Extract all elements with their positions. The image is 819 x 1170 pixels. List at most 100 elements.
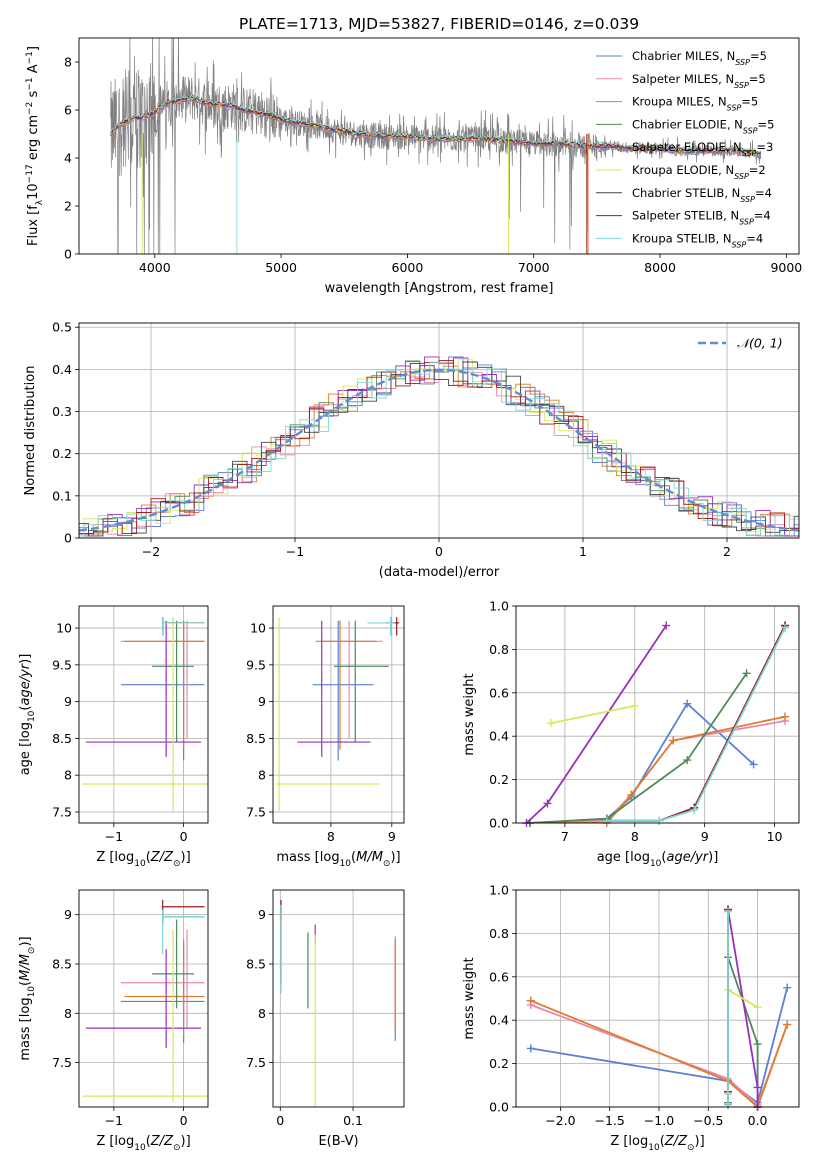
residual-hist-chabrier_stelib: [79, 361, 799, 537]
mass_vs_Z-ylabel: mass [log10(M/M⊙)]: [18, 936, 37, 1060]
age_vs_mass-xtick-label: 8: [327, 829, 335, 844]
legend-label-salpeter_miles: Salpeter MILES, NSSP=5: [632, 72, 766, 90]
residuals-xtick-label: −1: [286, 544, 304, 559]
weight_vs_Z-ytick-label: 0.2: [489, 1056, 509, 1071]
spectrum-ytick-label: 8: [64, 55, 72, 70]
residuals-ylabel: Normed distribution: [23, 366, 38, 496]
weight_vs_Z-xtick-label: 0.0: [748, 1113, 768, 1128]
mass_vs_Z-ytick-label: 7.5: [52, 1055, 72, 1070]
weight_vs_age-xtick-label: 7: [561, 829, 569, 844]
weight_vs_age-xtick-label: 10: [767, 829, 783, 844]
legend-label-normal: 𝒩(0, 1): [737, 336, 783, 351]
weight_vs_Z-frame: [515, 889, 800, 1108]
weight_vs_age-ytick-label: 0.6: [489, 685, 509, 700]
age_vs_mass-ytick-label: 8: [258, 768, 266, 783]
weight_vs_Z-marker-salpeter_elodie: [753, 1083, 762, 1092]
spectrum-xtick-label: 6000: [392, 260, 424, 275]
weight_vs_Z-marker-kroupa_stelib: [724, 907, 733, 916]
age_vs_Z-xtick-label: −1: [105, 829, 123, 844]
age_vs_Z-ytick-label: 9.5: [52, 657, 72, 672]
weight_vs_age-line-kroupa_stelib: [606, 627, 786, 822]
legend-label-chabrier_miles: Chabrier MILES, NSSP=5: [632, 49, 767, 67]
mass_vs_Z-frame: [78, 889, 209, 1108]
mass_vs_Z-ytick-label: 8.5: [52, 956, 72, 971]
spectrum-ytick-label: 4: [64, 151, 72, 166]
residuals-legend: 𝒩(0, 1): [698, 336, 783, 351]
weight_vs_age-marker-chabrier_elodie: [683, 756, 692, 765]
legend-label-chabrier_stelib: Chabrier STELIB, NSSP=4: [632, 186, 772, 204]
spectrum-xlabel: wavelength [Angstrom, rest frame]: [325, 281, 554, 296]
weight_vs_Z-ytick-label: 0.8: [489, 926, 509, 941]
weight_vs_age-xtick-label: 8: [631, 829, 639, 844]
residuals-xtick-label: 0: [435, 544, 443, 559]
spectrum-xtick-label: 9000: [770, 260, 802, 275]
weight_vs_age-marker-kroupa_miles: [669, 736, 678, 745]
age_vs_mass-xlabel: mass [log10(M/M⊙)]: [276, 850, 400, 869]
residuals-frame: [78, 322, 800, 539]
age_vs_Z-ytick-label: 9: [64, 694, 72, 709]
spectrum-xtick-label: 8000: [644, 260, 676, 275]
age_vs_Z-xlabel: Z [log10(Z/Z⊙)]: [96, 850, 190, 869]
residuals-ytick-label: 0.3: [52, 404, 72, 419]
legend-label-salpeter_stelib: Salpeter STELIB, NSSP=4: [632, 209, 771, 227]
weight_vs_age-ytick-label: 1.0: [489, 599, 509, 614]
weight_vs_Z-marker-kroupa_miles: [526, 996, 535, 1005]
weight_vs_age-marker-kroupa_elodie: [546, 719, 555, 728]
mass_vs_ebv-xtick-label: 0: [276, 1113, 284, 1128]
weight_vs_age-axes: 7 8 9 10 0.0 0.2 0.4 0.6 0.8 1.0: [489, 599, 799, 844]
age_vs_Z-ylabel: age [log10(age/yr)]: [18, 654, 37, 776]
residuals-xlabel: (data-model)/error: [379, 565, 500, 580]
residuals-ytick-label: 0.4: [52, 362, 72, 377]
age_vs_mass-ytick-label: 8.5: [246, 731, 266, 746]
spectrum-model-kroupa_stelib: [110, 95, 762, 153]
legend-label-kroupa_miles: Kroupa MILES, NSSP=5: [632, 95, 758, 113]
spectrum-frame: [78, 37, 800, 255]
weight_vs_age-marker-kroupa_stelib: [690, 805, 699, 814]
weight_vs_age-marker-kroupa_stelib: [602, 816, 611, 825]
weight_vs_Z-marker-chabrier_miles: [526, 1044, 535, 1053]
legend-label-chabrier_elodie: Chabrier ELODIE, NSSP=5: [632, 117, 774, 135]
mass_vs_ebv-xlabel: E(B-V): [318, 1134, 358, 1149]
age_vs_mass-ytick-label: 7.5: [246, 804, 266, 819]
weight_vs_age-marker-kroupa_miles: [627, 790, 636, 799]
weight_vs_Z-marker-chabrier_miles: [783, 983, 792, 992]
weight_vs_Z-xtick-label: −2.0: [545, 1113, 575, 1128]
weight_vs_age-ytick-label: 0.4: [489, 729, 509, 744]
spectrum-model-chabrier_stelib: [110, 95, 762, 155]
age_vs_Z-ytick-label: 8: [64, 768, 72, 783]
spectrum-ytick-label: 2: [64, 199, 72, 214]
weight_vs_Z-marker-kroupa_stelib: [724, 1100, 733, 1109]
age_vs_mass-frame: [272, 605, 405, 824]
mass_vs_Z-ytick-label: 9: [64, 907, 72, 922]
residuals-ytick-label: 0.1: [52, 488, 72, 503]
age_vs_mass-ytick-label: 10: [250, 621, 266, 636]
spectrum-xtick-label: 4000: [139, 260, 171, 275]
weight_vs_age-marker-chabrier_miles: [683, 699, 692, 708]
weight_vs_age-xlabel: age [log10(age/yr)]: [597, 850, 719, 869]
age_vs_mass-ytick-label: 9.5: [246, 657, 266, 672]
age_vs_Z-ytick-label: 7.5: [52, 804, 72, 819]
residuals-ytick-label: 0: [64, 531, 72, 546]
weight_vs_age-marker-salpeter_elodie: [662, 621, 671, 630]
age_vs_mass-ytick-label: 9: [258, 694, 266, 709]
mass_vs_ebv-frame: [272, 889, 405, 1108]
residuals-ytick-label: 0.2: [52, 446, 72, 461]
mass_vs_Z-axes: −1 0 7.5 8 8.5 9: [52, 890, 208, 1128]
weight_vs_Z-ylabel: mass weight: [462, 957, 477, 1039]
age_vs_mass-xtick-label: 9: [388, 829, 396, 844]
weight_vs_Z-line-salpeter_elodie: [727, 909, 759, 1107]
age_vs_Z-xtick-label: 0: [180, 829, 188, 844]
mass_vs_ebv-ytick-label: 8: [258, 1006, 266, 1021]
mass_vs_ebv-ytick-label: 8.5: [246, 956, 266, 971]
age_vs_Z-frame: [78, 605, 209, 824]
mass_vs_Z-xtick-label: 0: [180, 1113, 188, 1128]
weight_vs_Z-line-kroupa_miles: [530, 999, 789, 1107]
weight_vs_age-marker-kroupa_stelib: [781, 623, 790, 632]
weight_vs_Z-xtick-label: −1.5: [594, 1113, 624, 1128]
weight_vs_age-line-chabrier_miles: [529, 702, 755, 823]
mass_vs_ebv-ytick-label: 9: [258, 907, 266, 922]
spectrum-xtick-label: 5000: [265, 260, 297, 275]
weight_vs_age-marker-kroupa_miles: [781, 712, 790, 721]
weight_vs_Z-xlabel: Z [log10(Z/Z⊙)]: [610, 1134, 704, 1153]
spectrum-legend: Chabrier MILES, NSSP=5 Salpeter MILES, NS…: [596, 49, 774, 249]
